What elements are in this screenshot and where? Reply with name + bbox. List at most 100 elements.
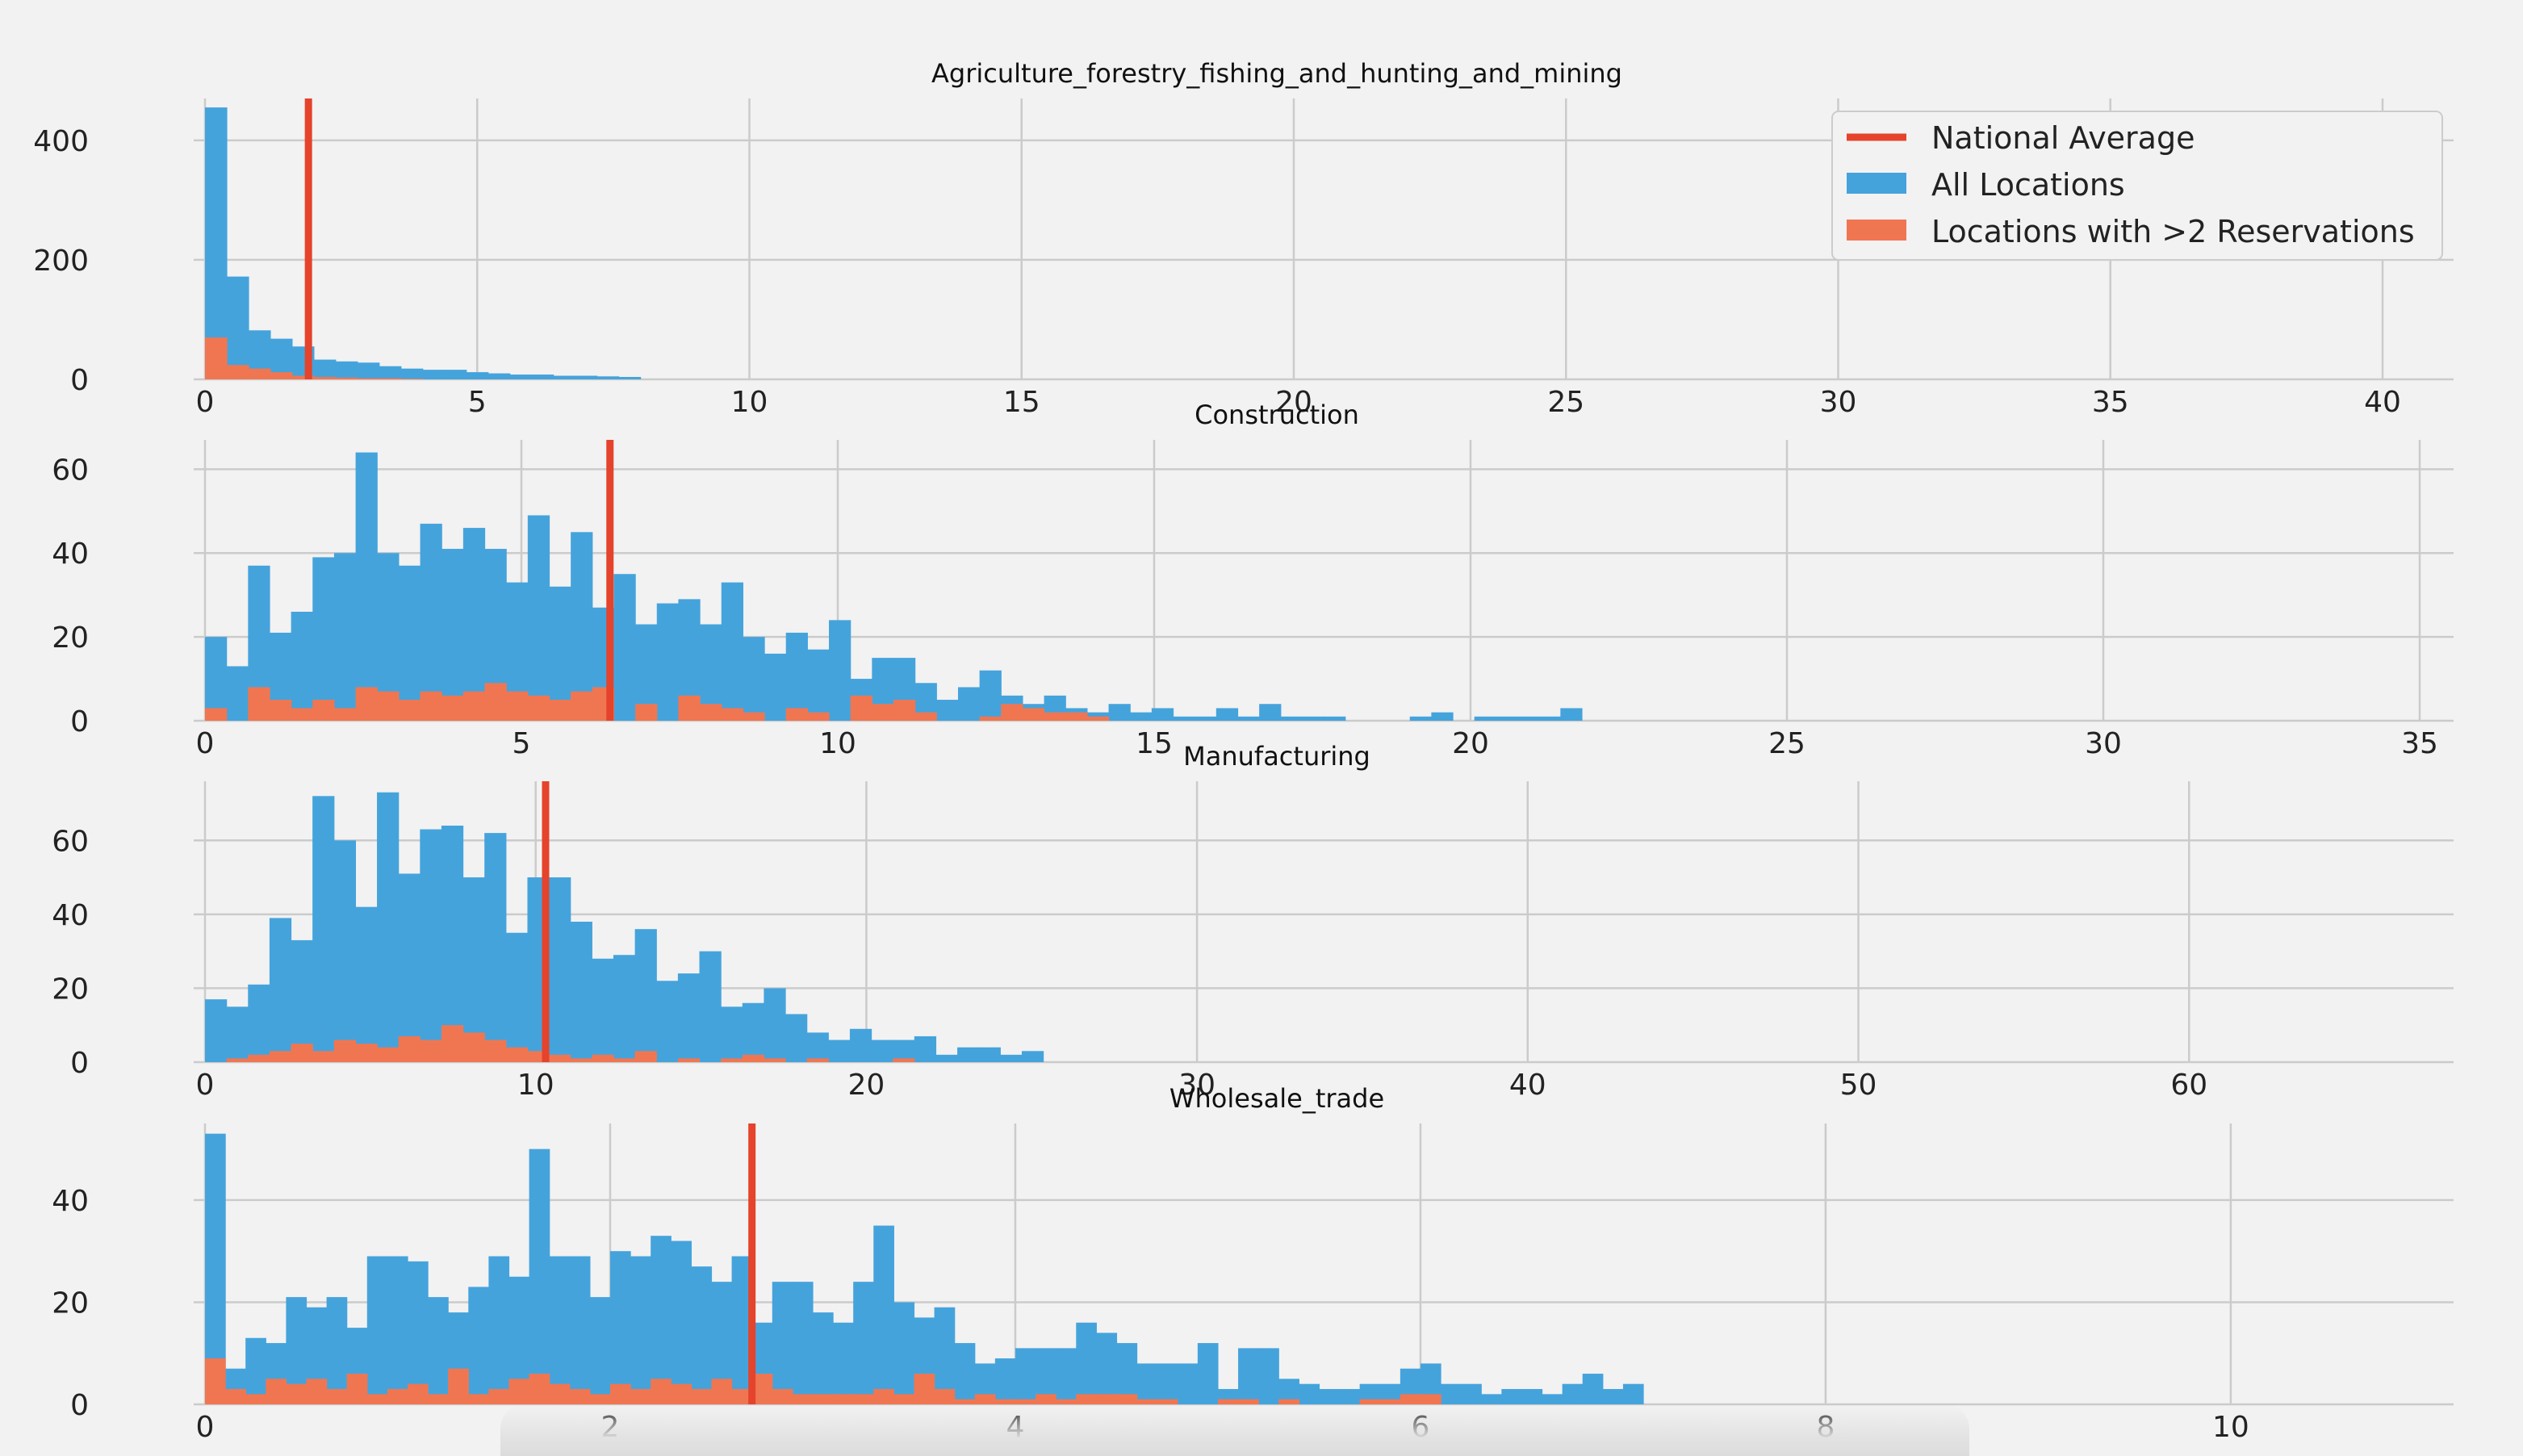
bar	[934, 1389, 956, 1404]
x-tick-label: 15	[1136, 727, 1173, 760]
series-reservations	[205, 337, 424, 379]
bar	[205, 337, 228, 379]
bar	[613, 955, 636, 1062]
bar	[505, 932, 529, 1062]
bar	[656, 981, 679, 1062]
x-tick-label: 10	[819, 727, 856, 760]
bar	[743, 637, 765, 721]
bar	[549, 1256, 571, 1404]
y-tick-label: 40	[52, 1185, 89, 1218]
bar	[569, 1389, 591, 1404]
bar	[366, 1256, 388, 1404]
bar	[1409, 716, 1432, 721]
bar	[407, 1261, 429, 1404]
bar	[1238, 1348, 1259, 1404]
bar	[326, 1297, 348, 1404]
bar	[1065, 712, 1088, 721]
bar	[291, 1044, 313, 1062]
bar	[957, 687, 981, 721]
bar	[571, 691, 593, 721]
bar	[954, 1343, 976, 1404]
bar	[226, 365, 249, 379]
bar	[785, 708, 808, 721]
bar	[994, 1399, 1016, 1404]
bar	[1359, 1399, 1381, 1404]
bar	[699, 951, 722, 1062]
bar	[420, 829, 442, 1062]
bar	[571, 532, 593, 721]
bar	[1096, 1333, 1118, 1404]
y-tick-label: 0	[70, 705, 89, 738]
bar	[245, 1337, 266, 1404]
bar	[291, 611, 313, 721]
bar	[312, 1051, 335, 1062]
bar	[1280, 716, 1303, 721]
bar	[651, 1379, 672, 1404]
bar	[914, 1374, 935, 1404]
panels: 0 5 10 15 20 25 30 35 400200400Agriculture_fores…	[33, 58, 2454, 1444]
bar	[306, 1379, 328, 1404]
bar	[1151, 708, 1174, 721]
bar	[1001, 704, 1023, 721]
bar	[484, 833, 507, 1062]
legend-label-all-locations: All Locations	[1931, 167, 2125, 203]
bar	[387, 1256, 408, 1404]
bar	[248, 1054, 270, 1062]
bar	[291, 708, 313, 721]
bar	[1400, 1394, 1421, 1404]
bar	[806, 1058, 829, 1062]
x-tick-label: 10	[2212, 1411, 2249, 1444]
bar	[893, 700, 916, 721]
bar	[954, 1399, 976, 1404]
y-tick-label: 60	[52, 454, 89, 487]
bar	[505, 1047, 529, 1062]
bar	[527, 515, 550, 721]
bar	[488, 1389, 510, 1404]
x-tick-label: 30	[2085, 727, 2122, 760]
bar	[1562, 1383, 1584, 1404]
bar	[225, 1389, 246, 1404]
bar	[613, 574, 636, 721]
bar	[333, 553, 357, 721]
bar	[313, 359, 337, 379]
bar	[677, 973, 701, 1062]
bar	[1496, 716, 1518, 721]
bar	[1521, 1389, 1543, 1404]
bar	[357, 362, 380, 379]
bar	[785, 1014, 808, 1062]
bar	[531, 374, 554, 379]
y-tick-label: 0	[70, 1389, 89, 1422]
bar	[1044, 712, 1066, 721]
bar	[1136, 1363, 1158, 1404]
bar	[772, 1389, 793, 1404]
bar	[377, 691, 400, 721]
bar	[589, 1297, 611, 1404]
bar	[609, 1383, 631, 1404]
bar	[1056, 1348, 1077, 1404]
bar	[957, 1047, 980, 1062]
bar	[1022, 708, 1045, 721]
panel-2: 0 5 10 15 20 25 30 35 0 20 40 60 Construction	[52, 400, 2454, 760]
bar	[1602, 1389, 1624, 1404]
bar	[1517, 716, 1540, 721]
bar	[893, 1058, 915, 1062]
bar	[1157, 1363, 1178, 1404]
bar	[422, 370, 446, 379]
bar	[1116, 1394, 1138, 1404]
bar	[1258, 1348, 1279, 1404]
bar	[205, 999, 228, 1062]
x-tick-label: 15	[1003, 386, 1040, 419]
bar	[248, 984, 270, 1062]
bar	[1136, 1399, 1158, 1404]
bar	[630, 1256, 651, 1404]
bar	[721, 1006, 743, 1062]
bar	[428, 1394, 449, 1404]
bar	[634, 929, 657, 1062]
bar	[291, 939, 313, 1062]
x-tick-label: 10	[517, 1069, 554, 1102]
bar	[468, 1394, 489, 1404]
x-tick-label: 30	[1178, 1069, 1215, 1102]
x-tick-label: 35	[2401, 727, 2438, 760]
bar	[1441, 1383, 1462, 1404]
